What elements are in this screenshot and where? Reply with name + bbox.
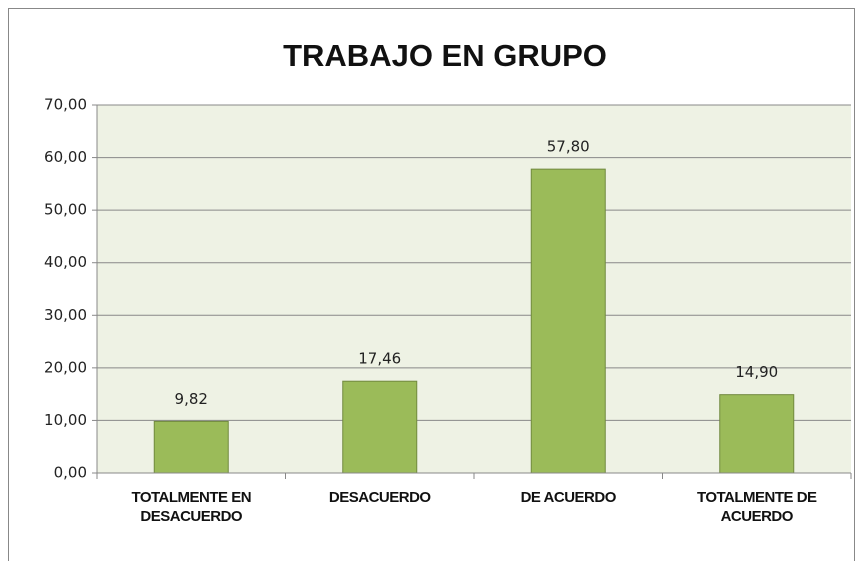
y-tick-label: 0,00 (54, 464, 87, 482)
bar (719, 394, 795, 474)
bar (530, 168, 606, 474)
y-tick-label: 70,00 (44, 96, 87, 114)
y-tick-label: 30,00 (44, 306, 87, 324)
data-label: 17,46 (358, 350, 401, 368)
bar (342, 380, 418, 474)
bar (153, 420, 229, 474)
data-label: 14,90 (735, 363, 778, 381)
data-label: 9,82 (175, 390, 208, 408)
x-tick-label: DE ACUERDO (520, 489, 617, 506)
x-tick-label: TOTALMENTE DE ACUERDO (696, 489, 817, 525)
y-tick-label: 40,00 (44, 253, 87, 271)
x-tick-label: DESACUERDO (328, 489, 431, 506)
chart-title: TRABAJO EN GRUPO (283, 38, 607, 73)
y-tick-label: 20,00 (44, 358, 87, 376)
y-tick-label: 10,00 (44, 411, 87, 429)
x-tick-label: TOTALMENTE EN DESACUERDO (131, 489, 252, 525)
y-tick-label: 50,00 (44, 201, 87, 219)
data-label: 57,80 (547, 138, 590, 156)
y-tick-label: 60,00 (44, 148, 87, 166)
